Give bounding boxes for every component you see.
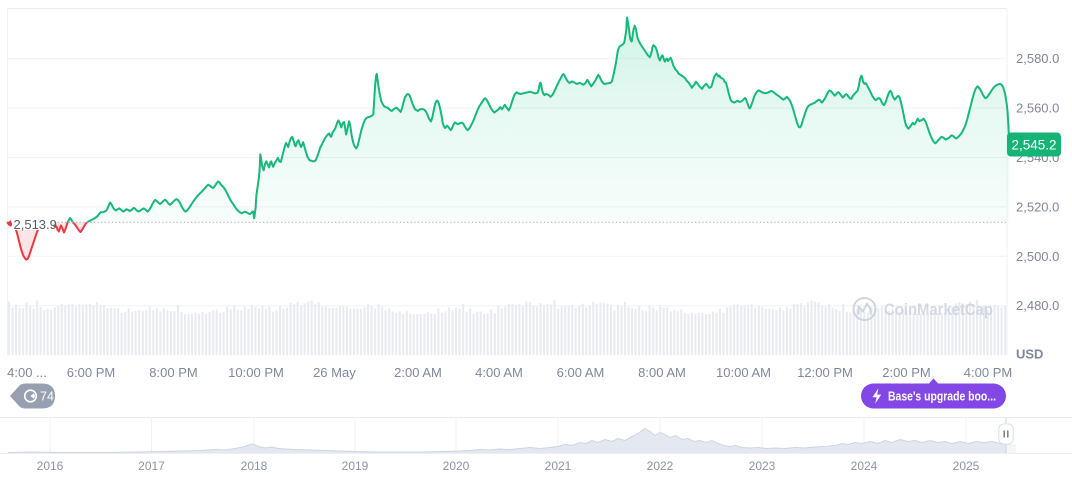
svg-text:2023: 2023 bbox=[749, 459, 776, 473]
svg-text:2,560.0: 2,560.0 bbox=[1016, 101, 1059, 116]
svg-text:2016: 2016 bbox=[37, 459, 64, 473]
svg-text:6:00 PM: 6:00 PM bbox=[67, 365, 115, 380]
svg-text:2,480.0: 2,480.0 bbox=[1016, 298, 1059, 313]
svg-text:12:00 PM: 12:00 PM bbox=[797, 365, 853, 380]
svg-text:2017: 2017 bbox=[138, 459, 165, 473]
svg-text:6:00 AM: 6:00 AM bbox=[557, 365, 605, 380]
svg-text:4:00 PM: 4:00 PM bbox=[964, 365, 1012, 380]
svg-text:74: 74 bbox=[40, 389, 54, 403]
svg-text:2025: 2025 bbox=[953, 459, 980, 473]
svg-text:4:00 AM: 4:00 AM bbox=[475, 365, 523, 380]
svg-text:2:00 AM: 2:00 AM bbox=[394, 365, 442, 380]
svg-text:2,580.0: 2,580.0 bbox=[1016, 51, 1059, 66]
svg-text:2,513.9: 2,513.9 bbox=[14, 217, 57, 232]
svg-text:10:00 PM: 10:00 PM bbox=[228, 365, 284, 380]
svg-text:2:00 PM: 2:00 PM bbox=[882, 365, 930, 380]
svg-text:26 May: 26 May bbox=[313, 365, 356, 380]
svg-text:2019: 2019 bbox=[342, 459, 369, 473]
svg-text:4:00 ...: 4:00 ... bbox=[7, 365, 47, 380]
svg-text:2022: 2022 bbox=[647, 459, 674, 473]
svg-text:CoinMarketCap: CoinMarketCap bbox=[884, 300, 993, 319]
svg-text:2,500.0: 2,500.0 bbox=[1016, 249, 1059, 264]
svg-text:2018: 2018 bbox=[241, 459, 268, 473]
svg-text:8:00 AM: 8:00 AM bbox=[638, 365, 686, 380]
svg-text:2020: 2020 bbox=[443, 459, 470, 473]
svg-text:8:00 PM: 8:00 PM bbox=[149, 365, 197, 380]
svg-text:Base's upgrade boo...: Base's upgrade boo... bbox=[888, 389, 996, 404]
svg-text:2024: 2024 bbox=[851, 459, 878, 473]
svg-text:10:00 AM: 10:00 AM bbox=[716, 365, 771, 380]
svg-text:2,520.0: 2,520.0 bbox=[1016, 199, 1059, 214]
svg-text:2,545.2: 2,545.2 bbox=[1011, 138, 1056, 153]
svg-text:USD: USD bbox=[1016, 347, 1043, 362]
svg-text:2021: 2021 bbox=[545, 459, 572, 473]
